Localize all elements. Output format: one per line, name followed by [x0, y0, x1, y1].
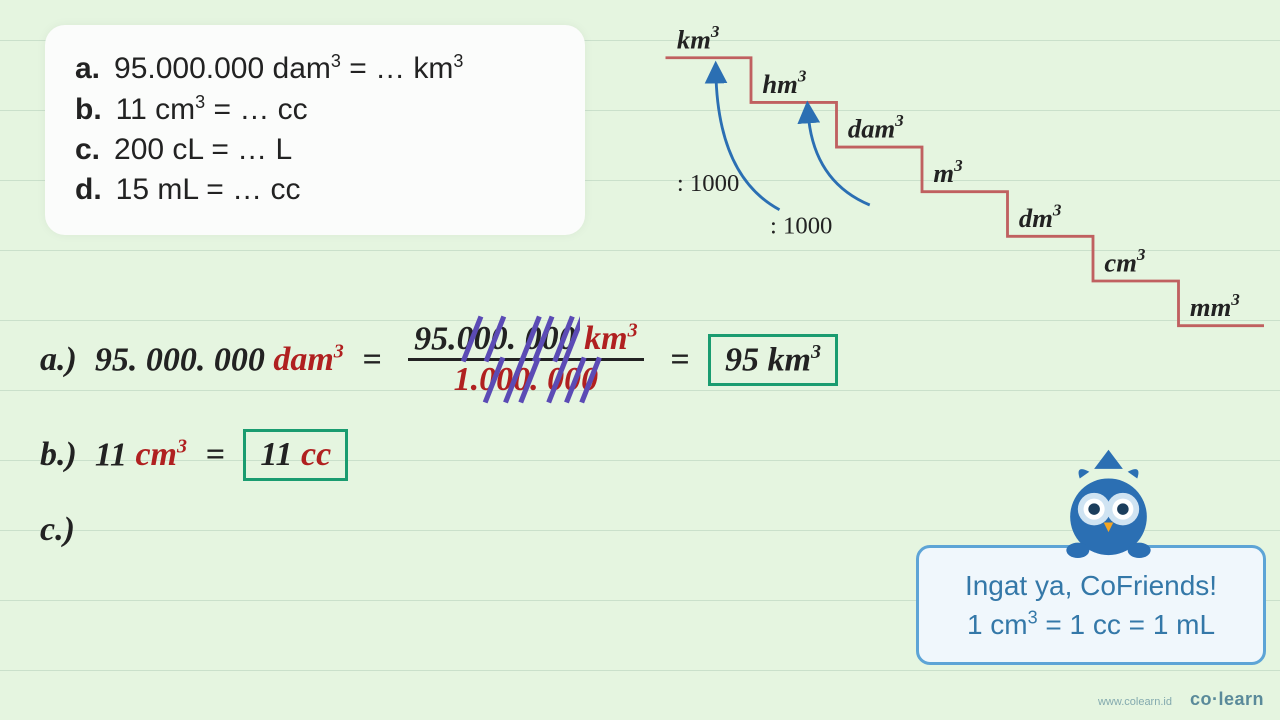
solution-b-lhs: 11 cm3 — [95, 436, 187, 474]
solution-b: b.) 11 cm3 = 11 cc — [40, 429, 1090, 481]
num-prefix: 95. — [414, 320, 457, 357]
den-prefix: 1. — [454, 361, 480, 398]
equals-sign: = — [354, 341, 390, 379]
stair-unit-hm: hm3 — [762, 67, 806, 99]
num-strike-group: 000. 000 — [457, 320, 576, 358]
staircase-annotations: : 1000 : 1000 — [677, 170, 833, 240]
solution-b-lhs-unit: cm3 — [135, 436, 187, 473]
problem-card: a. 95.000.000 dam3 = … km3 b. 11 cm3 = …… — [45, 25, 585, 235]
stair-unit-mm: mm3 — [1190, 290, 1240, 322]
problem-d-label: d. — [75, 173, 102, 207]
num-unit: km3 — [584, 320, 637, 357]
footer-brand: co·learn — [1190, 689, 1264, 710]
problem-b: b. 11 cm3 = … cc — [75, 92, 555, 127]
problem-d: d. 15 mL = … cc — [75, 173, 555, 207]
footer: www.colearn.id co·learn — [1098, 689, 1264, 710]
stair-divide-label-1: : 1000 — [770, 213, 832, 240]
worked-solutions: a.) 95. 000. 000 dam3 = 95.000. 000 — [40, 320, 1090, 579]
solution-a-answer-box: 95 km3 — [708, 334, 838, 386]
tip-line2: 1 cm3 = 1 cc = 1 mL — [945, 605, 1237, 644]
solution-a-label: a.) — [40, 341, 77, 379]
den-strike-group: 000. 000 — [479, 361, 598, 399]
stair-divide-label-0: : 1000 — [677, 170, 739, 197]
owl-mascot-icon — [1051, 440, 1166, 560]
solution-a-lhs-unit: dam3 — [273, 341, 343, 378]
footer-url: www.colearn.id — [1098, 696, 1172, 708]
problem-a-text: 95.000.000 dam3 = … km3 — [114, 51, 463, 86]
num-strike-text: 000. 000 — [457, 320, 576, 357]
fraction-numerator: 95.000. 000 km3 — [408, 320, 643, 358]
stair-unit-dm: dm3 — [1019, 200, 1062, 232]
fraction-denominator: 1.000. 000 — [448, 361, 605, 399]
solution-a-fraction: 95.000. 000 km3 1.000. 000 — [408, 320, 643, 399]
solution-a-lhs-number: 95. 000. 000 — [95, 341, 265, 378]
problem-c-text: 200 cL = … L — [114, 133, 292, 167]
problem-c-label: c. — [75, 133, 100, 167]
tip-line1: Ingat ya, CoFriends! — [945, 566, 1237, 605]
stair-labels: km3 hm3 dam3 m3 dm3 cm3 mm3 — [677, 22, 1240, 322]
solution-c-label: c.) — [40, 511, 75, 549]
solution-a: a.) 95. 000. 000 dam3 = 95.000. 000 — [40, 320, 1090, 399]
stair-unit-dam: dam3 — [848, 111, 904, 143]
stair-unit-m: m3 — [933, 156, 963, 188]
problem-d-text: 15 mL = … cc — [116, 173, 301, 207]
solution-b-lhs-number: 11 — [95, 436, 127, 473]
den-strike-text: 000. 000 — [479, 361, 598, 398]
stair-unit-km: km3 — [677, 22, 720, 54]
problem-a-label: a. — [75, 52, 100, 86]
equals-sign-2: = — [662, 341, 698, 379]
tip-box: Ingat ya, CoFriends! 1 cm3 = 1 cc = 1 mL — [916, 545, 1266, 665]
b-answer-number: 11 — [260, 436, 292, 473]
b-answer-unit: cc — [301, 436, 331, 473]
solution-b-answer-box: 11 cc — [243, 429, 348, 481]
tip-container: Ingat ya, CoFriends! 1 cm3 = 1 cc = 1 mL — [916, 545, 1266, 665]
problem-b-label: b. — [75, 93, 102, 127]
solution-b-label: b.) — [40, 436, 77, 474]
problem-c: c. 200 cL = … L — [75, 133, 555, 167]
stair-unit-cm: cm3 — [1104, 245, 1146, 277]
problem-b-text: 11 cm3 = … cc — [116, 92, 308, 127]
solution-a-lhs: 95. 000. 000 dam3 — [95, 341, 344, 379]
solution-c: c.) — [40, 511, 1090, 549]
problem-a: a. 95.000.000 dam3 = … km3 — [75, 51, 555, 86]
equals-sign-b: = — [197, 436, 233, 474]
